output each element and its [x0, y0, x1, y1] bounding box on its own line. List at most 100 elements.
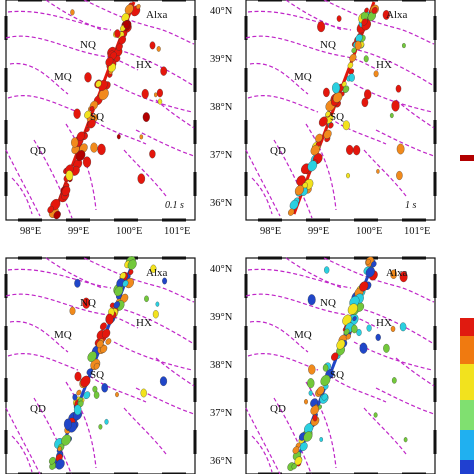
- slip-marker: [321, 393, 328, 401]
- frame-tick-bar: [244, 16, 248, 40]
- frame-tick-bar: [4, 16, 8, 40]
- fault-line: [245, 149, 281, 217]
- fault-line: [5, 149, 41, 217]
- slip-marker: [323, 87, 330, 98]
- panel-frame: [5, 257, 196, 474]
- slip-marker: [294, 456, 303, 466]
- slip-marker: [346, 144, 354, 155]
- frame-tick-bar: [258, 256, 282, 260]
- frame-tick-bar: [193, 16, 197, 40]
- slip-marker: [382, 10, 390, 20]
- colorbar-segment: [460, 336, 474, 364]
- slip-marker: [341, 81, 347, 87]
- fault-line: [5, 293, 139, 329]
- slip-marker: [47, 205, 54, 214]
- slip-marker: [328, 122, 334, 129]
- slip-marker: [74, 278, 81, 288]
- slip-marker: [316, 386, 325, 396]
- fault-line: [45, 0, 103, 31]
- slip-marker: [351, 324, 358, 334]
- slip-marker: [332, 92, 343, 103]
- frame-tick-bar: [354, 218, 378, 222]
- frame-tick-bar: [4, 378, 8, 402]
- slip-marker: [114, 29, 121, 38]
- slip-marker: [336, 339, 346, 350]
- frame-tick-bar: [193, 68, 197, 92]
- fault-line: [83, 257, 195, 303]
- site-label-hx: HX: [136, 317, 152, 329]
- slip-marker: [349, 53, 357, 62]
- slip-marker: [123, 20, 130, 29]
- lon-tick-label: 98°E: [260, 226, 281, 237]
- slip-marker: [310, 144, 320, 156]
- slip-marker: [332, 82, 341, 94]
- frame-tick-bar: [402, 218, 426, 222]
- slip-marker: [390, 269, 397, 279]
- site-label-alxa: Alxa: [386, 9, 408, 21]
- lat-tick-label: 40°N: [210, 6, 233, 17]
- frame-tick-bar: [162, 256, 186, 260]
- slip-marker: [115, 392, 119, 398]
- site-label-qd: QD: [30, 403, 46, 415]
- slip-marker: [150, 264, 157, 273]
- frame-tick-bar: [433, 16, 437, 40]
- slip-marker: [86, 368, 93, 376]
- slip-marker: [105, 57, 114, 67]
- fault-line: [249, 320, 309, 353]
- site-label-qd: QD: [270, 403, 286, 415]
- panel-frame: [245, 0, 436, 221]
- frame-tick-bar: [402, 472, 426, 474]
- slip-marker: [104, 418, 109, 425]
- fault-line: [245, 407, 281, 474]
- slip-marker: [116, 134, 121, 140]
- slip-marker: [294, 185, 304, 196]
- slip-marker: [73, 404, 82, 416]
- lat-tick-label: 36°N: [210, 456, 233, 467]
- slip-marker: [315, 133, 323, 143]
- lat-tick-label: 39°N: [210, 54, 233, 65]
- slip-marker: [375, 333, 381, 341]
- frame-tick-bar: [433, 274, 437, 298]
- frame-tick-bar: [258, 218, 282, 222]
- fault-line: [251, 435, 273, 473]
- slip-marker: [53, 210, 61, 220]
- frame-tick-bar: [114, 472, 138, 474]
- site-label-sq: SQ: [330, 369, 344, 381]
- slip-marker: [312, 414, 318, 422]
- slip-marker: [310, 405, 319, 415]
- slip-marker: [390, 325, 396, 332]
- slip-marker: [365, 259, 371, 265]
- frame-tick-bar: [433, 378, 437, 402]
- frame-tick-bar: [433, 172, 437, 196]
- slip-marker: [162, 277, 168, 285]
- slip-marker: [308, 364, 316, 375]
- slip-marker: [98, 424, 103, 430]
- slip-marker: [402, 43, 406, 49]
- slip-marker: [156, 88, 163, 98]
- fault-line: [113, 341, 193, 371]
- slip-marker: [318, 116, 328, 127]
- frame-tick-bar: [18, 0, 42, 2]
- slip-marker: [345, 333, 351, 340]
- slip-marker: [144, 295, 149, 303]
- fault-line: [5, 35, 139, 71]
- map-panel-d: Alxa NQ HX MQ SQ QD 40°N 39°N 38°N 37°N 36°N: [210, 256, 437, 474]
- fault-line: [251, 177, 273, 215]
- slip-marker: [383, 343, 390, 353]
- slip-marker: [149, 41, 156, 50]
- frame-tick-bar: [354, 472, 378, 474]
- slip-marker: [319, 437, 323, 442]
- fault-line: [247, 10, 352, 31]
- frame-tick-bar: [258, 472, 282, 474]
- colorbar-segment: [460, 364, 474, 400]
- fault-line: [135, 387, 195, 415]
- lon-tick-label: 99°E: [68, 226, 89, 237]
- frame-tick-bar: [4, 326, 8, 350]
- slip-marker: [320, 374, 331, 386]
- colorbar-segment: [460, 155, 474, 161]
- slip-marker: [113, 301, 120, 309]
- slip-marker: [57, 446, 62, 452]
- slip-marker: [127, 259, 137, 270]
- slip-marker: [65, 170, 74, 181]
